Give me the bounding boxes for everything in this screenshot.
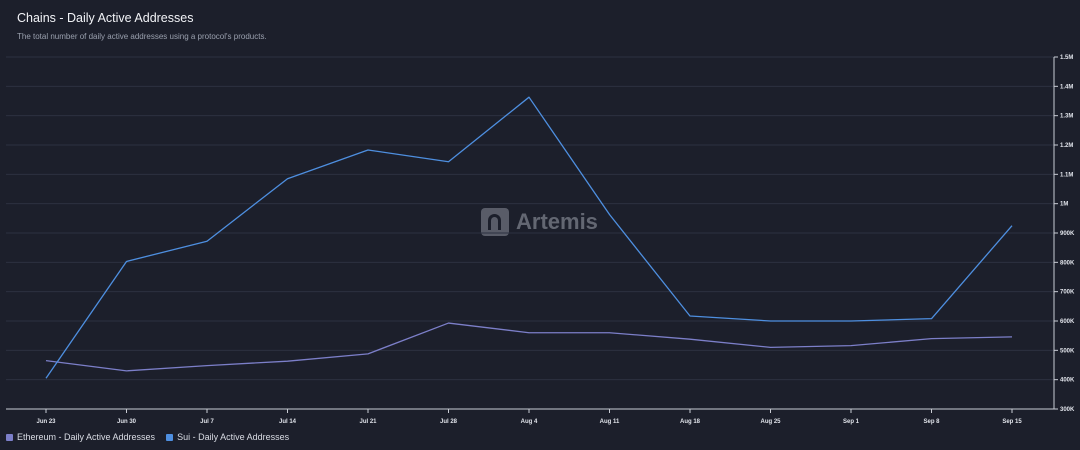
artemis-logo-icon	[481, 208, 509, 236]
y-tick-label: 900K	[1060, 231, 1075, 237]
legend-label-ethereum: Ethereum - Daily Active Addresses	[17, 432, 156, 442]
x-tick-label: Aug 11	[600, 419, 620, 425]
legend-item-sui[interactable]: Sui - Daily Active Addresses	[166, 432, 289, 442]
legend-swatch-ethereum	[6, 433, 13, 441]
y-tick-label: 1M	[1060, 202, 1068, 208]
x-tick-label: Aug 4	[521, 419, 538, 425]
x-tick-label: Jun 23	[36, 419, 56, 425]
chart-subtitle: The total number of daily active address…	[17, 32, 267, 41]
y-tick-label: 500K	[1060, 348, 1075, 354]
x-tick-label: Jun 30	[117, 419, 137, 425]
y-tick-label: 1.2M	[1060, 143, 1073, 149]
x-tick-label: Sep 15	[1002, 419, 1022, 425]
x-tick-label: Aug 25	[760, 419, 781, 425]
legend-swatch-sui	[166, 433, 174, 441]
series-line-ethereum	[45, 322, 1013, 372]
y-tick-label: 400K	[1060, 378, 1075, 384]
chart-title: Chains - Daily Active Addresses	[17, 11, 194, 25]
x-tick-label: Jul 21	[359, 419, 377, 425]
y-tick-label: 1.4M	[1060, 84, 1073, 90]
y-tick-label: 300K	[1060, 407, 1075, 413]
y-tick-label: 600K	[1060, 319, 1075, 325]
watermark: Artemis	[481, 208, 598, 236]
series-line-sui	[45, 96, 1013, 379]
x-tick-label: Jul 14	[279, 419, 297, 425]
legend-item-ethereum[interactable]: Ethereum - Daily Active Addresses	[6, 432, 155, 442]
watermark-text: Artemis	[516, 209, 598, 234]
x-tick-label: Jul 28	[440, 419, 458, 425]
y-tick-label: 1.1M	[1060, 172, 1073, 178]
x-tick-label: Sep 1	[843, 419, 860, 425]
x-tick-label: Jul 7	[200, 419, 214, 425]
y-tick-label: 800K	[1060, 260, 1075, 266]
x-tick-label: Aug 18	[680, 419, 701, 425]
y-tick-label: 1.3M	[1060, 114, 1073, 120]
y-tick-label: 1.5M	[1060, 55, 1073, 61]
legend: Ethereum - Daily Active Addresses Sui - …	[6, 432, 289, 442]
x-tick-label: Sep 8	[923, 419, 940, 425]
y-tick-label: 700K	[1060, 290, 1075, 296]
legend-label-sui: Sui - Daily Active Addresses	[177, 432, 290, 442]
